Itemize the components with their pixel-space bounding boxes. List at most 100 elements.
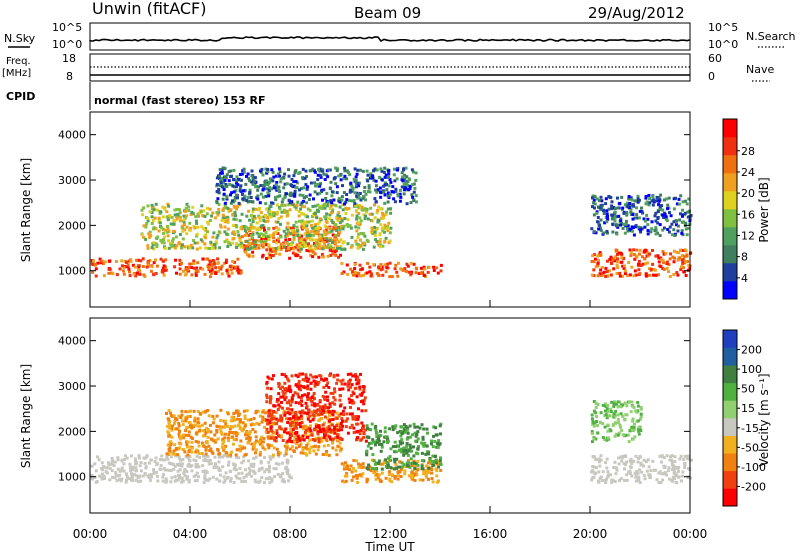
power-cell — [365, 210, 369, 214]
power-cell — [290, 243, 293, 247]
power-cell — [382, 216, 386, 220]
power-cell — [610, 200, 614, 204]
power-cell — [210, 214, 214, 218]
power-cell — [261, 224, 265, 227]
velocity-cell — [617, 421, 621, 425]
velocity-cell — [293, 431, 297, 435]
velocity-cell — [226, 463, 230, 467]
velocity-cell — [408, 424, 412, 428]
velocity-cell — [210, 450, 214, 454]
velocity-cell — [226, 425, 230, 428]
power-cell — [383, 201, 387, 205]
power-cell — [627, 195, 631, 198]
power-cell — [195, 234, 199, 238]
velocity-cell — [333, 425, 337, 429]
velocity-cell — [197, 421, 201, 425]
power-cell — [659, 265, 663, 269]
velocity-cell — [233, 424, 237, 428]
velocity-cell — [660, 454, 664, 458]
power-cell — [673, 256, 676, 260]
velocity-cell — [681, 470, 685, 474]
power-cell — [641, 262, 645, 266]
velocity-cell — [150, 475, 154, 479]
velocity-cell — [158, 458, 162, 461]
velocity-cell — [111, 475, 114, 479]
velocity-cell — [257, 422, 261, 426]
power-cell — [356, 245, 360, 249]
velocity-cell — [189, 423, 193, 427]
power-cell — [638, 209, 642, 213]
power-cell — [329, 199, 333, 203]
velocity-cell — [160, 458, 164, 462]
power-cell — [343, 217, 347, 220]
velocity-cell — [312, 379, 316, 383]
power-cell — [264, 231, 268, 234]
velocity-cell — [287, 401, 290, 405]
power-cell — [239, 184, 243, 188]
power-cell — [218, 266, 221, 270]
velocity-cell — [290, 431, 294, 435]
velocity-cell — [308, 419, 312, 423]
power-cell — [683, 254, 687, 258]
velocity-cell — [607, 473, 611, 477]
velocity-cell — [269, 418, 273, 421]
velocity-cell — [202, 434, 205, 438]
power-cell — [640, 227, 644, 231]
power-cell — [278, 170, 282, 174]
velocity-cell — [276, 408, 280, 411]
freq-label: Freq. — [6, 56, 31, 67]
power-cell — [154, 227, 158, 231]
velocity-cell — [333, 390, 337, 394]
velocity-cell — [230, 450, 234, 454]
velocity-cell — [383, 430, 387, 434]
power-cell — [229, 268, 233, 272]
velocity-cell — [668, 458, 672, 462]
power-cell — [348, 190, 352, 194]
power-cell — [271, 179, 275, 183]
power-cell — [378, 186, 382, 190]
power-cell — [196, 225, 200, 229]
velocity-cell — [173, 475, 177, 479]
power-cell — [292, 237, 296, 241]
power-cell — [134, 274, 138, 278]
velocity-cell — [283, 398, 287, 402]
power-cell — [264, 214, 268, 218]
velocity-cell — [173, 420, 177, 424]
velocity-cell — [351, 401, 355, 405]
velocity-cell — [283, 373, 287, 377]
power-cell — [283, 245, 286, 249]
velocity-cell — [270, 429, 274, 433]
velocity-cell — [660, 460, 663, 464]
velocity-cell — [238, 477, 242, 481]
velocity-cell — [239, 439, 243, 443]
velocity-cell — [601, 422, 605, 425]
velocity-cell — [265, 380, 269, 384]
velocity-cell — [235, 468, 238, 472]
velocity-cell — [329, 437, 333, 441]
power-cell — [674, 219, 678, 223]
velocity-cell — [385, 461, 389, 464]
power-cell — [334, 253, 338, 257]
power-cell — [181, 237, 185, 241]
power-cell — [227, 170, 231, 174]
power-cell — [294, 207, 298, 211]
velocity-cell — [269, 414, 273, 418]
velocity-cell — [176, 478, 180, 482]
velocity-cell — [290, 400, 294, 404]
velocity-cell — [298, 438, 302, 442]
velocity-cell — [394, 450, 398, 454]
velocity-cell — [344, 479, 348, 483]
power-cell — [148, 210, 152, 214]
velocity-cell — [160, 454, 164, 458]
power-cell — [167, 239, 170, 243]
power-cell — [623, 272, 627, 276]
velocity-cell — [620, 459, 624, 463]
power-cell — [308, 234, 312, 237]
power-cell — [346, 218, 350, 221]
power-cell — [651, 249, 654, 252]
power-colorbar-frame — [722, 118, 738, 300]
power-cell — [160, 226, 164, 230]
velocity-cell — [281, 428, 285, 432]
velocity-cell — [362, 435, 366, 439]
